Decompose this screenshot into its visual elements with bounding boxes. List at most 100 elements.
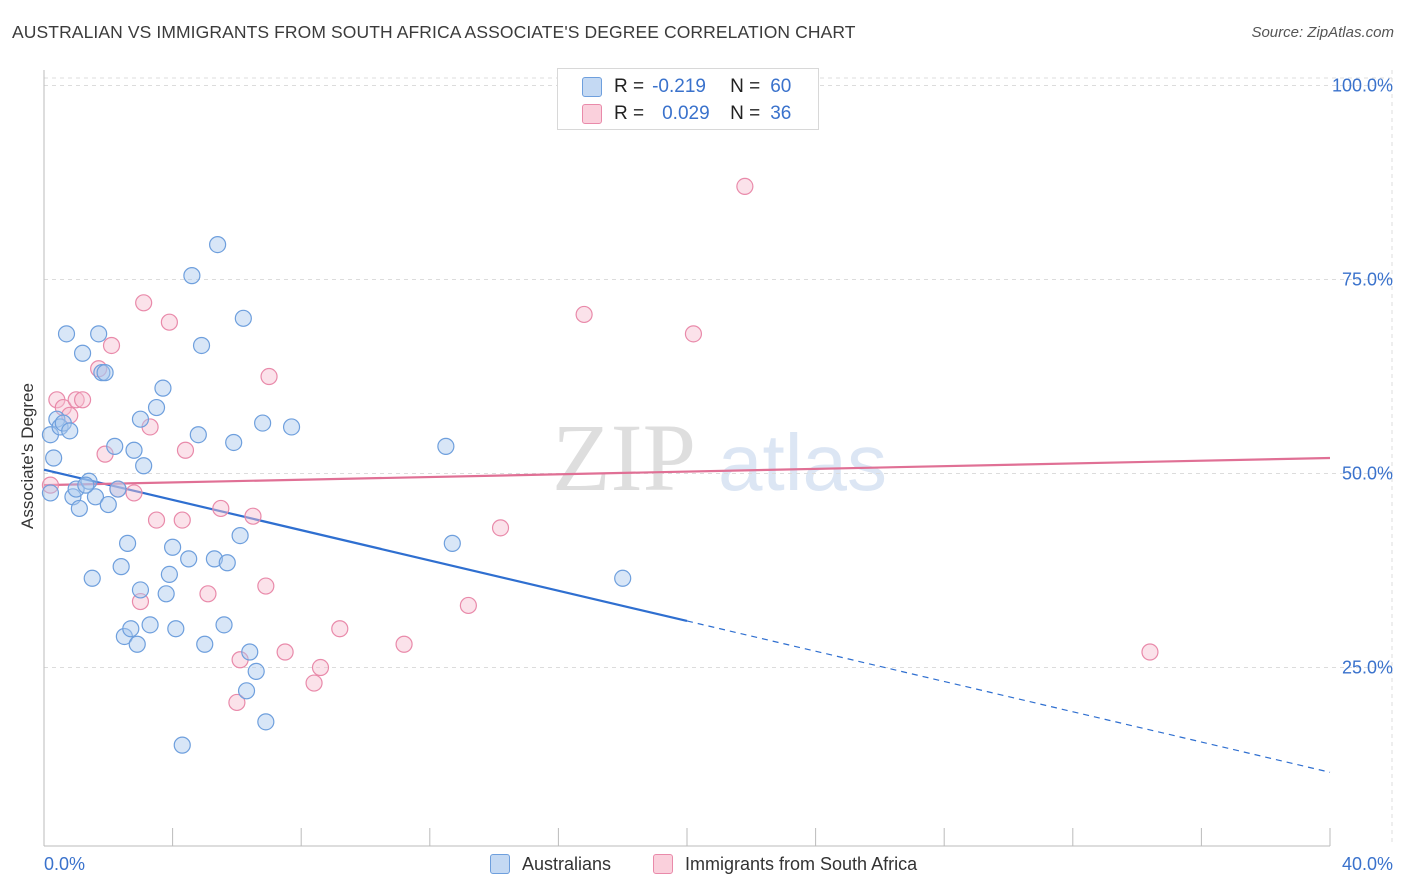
legend-r-label: R =: [614, 103, 645, 124]
data-point-australians: [164, 538, 182, 556]
data-point-australians: [218, 554, 236, 572]
data-point-australians: [70, 499, 88, 518]
legend-n-value: 60: [770, 76, 792, 97]
data-point-australians: [109, 480, 127, 498]
data-point-australians: [282, 418, 301, 436]
correlation-legend: R = -0.219 N = 60 R = 0.029 N = 36: [557, 68, 819, 130]
bottom-legend-swatch-blue: [490, 854, 510, 874]
data-point-australians: [154, 379, 172, 397]
data-point-immigrants: [131, 592, 150, 611]
x-tick-label: 0.0%: [44, 854, 85, 874]
data-point-australians: [131, 581, 150, 599]
data-point-australians: [215, 616, 233, 634]
data-point-immigrants: [244, 507, 262, 525]
data-point-australians: [86, 488, 105, 506]
legend-row-immigrants: R = 0.029 N = 36: [582, 102, 834, 126]
data-point-australians: [254, 414, 272, 432]
bottom-legend-label: Australians: [522, 853, 612, 874]
data-point-immigrants: [67, 391, 85, 409]
data-point-australians: [45, 449, 63, 467]
data-point-immigrants: [1141, 643, 1159, 661]
legend-row-australians: R = -0.219 N = 60: [582, 75, 834, 99]
data-point-australians: [192, 336, 211, 355]
data-point-immigrants: [176, 441, 195, 459]
data-point-australians: [209, 236, 227, 254]
trend-line-immigrants: [43, 456, 1331, 487]
data-point-australians: [147, 398, 166, 417]
y-axis-title: Associate's Degree: [18, 383, 37, 529]
data-point-immigrants: [736, 177, 754, 195]
data-point-australians: [41, 484, 60, 502]
data-point-australians: [237, 682, 256, 700]
data-point-australians: [443, 534, 461, 552]
data-point-australians: [183, 267, 201, 285]
data-point-immigrants: [459, 596, 477, 615]
data-point-australians: [106, 437, 124, 455]
data-point-australians: [90, 325, 108, 343]
chart-title: AUSTRALIAN VS IMMIGRANTS FROM SOUTH AFRI…: [12, 22, 856, 42]
data-point-immigrants: [102, 336, 121, 355]
trend-line-australians: [43, 468, 688, 623]
source-label: Source: ZipAtlas.com: [1251, 24, 1394, 41]
data-point-immigrants: [311, 658, 330, 677]
data-point-australians: [189, 426, 207, 444]
bottom-legend-australians: Australians: [490, 852, 611, 876]
data-point-australians: [112, 558, 130, 576]
data-point-australians: [61, 422, 79, 440]
data-point-australians: [160, 565, 178, 584]
data-point-australians: [234, 309, 252, 327]
data-point-australians: [180, 550, 198, 568]
data-point-australians: [83, 569, 101, 587]
data-point-australians: [131, 410, 150, 428]
data-point-australians: [99, 495, 117, 514]
data-point-australians: [225, 433, 243, 452]
data-point-immigrants: [173, 511, 191, 529]
data-point-immigrants: [395, 635, 413, 653]
watermark-atlas: atlas: [718, 418, 887, 507]
legend-r-label: R =: [614, 76, 645, 97]
watermark-zip: ZIP: [552, 404, 696, 511]
data-point-immigrants: [199, 585, 217, 603]
legend-swatch-blue: [582, 77, 602, 97]
bottom-legend-label: Immigrants from South Africa: [685, 853, 918, 874]
data-point-australians: [241, 643, 259, 661]
data-point-australians: [57, 325, 76, 343]
data-point-immigrants: [684, 325, 703, 343]
data-point-immigrants: [257, 577, 275, 595]
data-point-immigrants: [147, 511, 166, 529]
legend-swatch-pink: [582, 104, 602, 124]
data-point-australians: [135, 457, 153, 475]
y-tick-label: 25.0%: [1342, 658, 1393, 678]
data-point-australians: [167, 620, 185, 638]
y-tick-label: 75.0%: [1342, 270, 1393, 290]
trend-line-australians-extrapolated: [686, 620, 1331, 773]
data-point-australians: [196, 635, 214, 653]
data-point-immigrants: [160, 313, 178, 331]
data-point-australians: [437, 437, 455, 455]
legend-n-label: N =: [730, 103, 761, 124]
data-point-australians: [125, 441, 143, 459]
data-point-immigrants: [276, 643, 294, 661]
bottom-legend-swatch-pink: [653, 854, 673, 874]
data-point-immigrants: [135, 294, 153, 312]
bottom-legend-immigrants: Immigrants from South Africa: [653, 852, 917, 876]
data-point-immigrants: [228, 693, 246, 712]
data-point-immigrants: [575, 305, 593, 324]
data-point-australians: [77, 476, 95, 494]
y-tick-label: 100.0%: [1332, 76, 1393, 96]
y-tick-label: 50.0%: [1342, 464, 1393, 484]
data-point-australians: [247, 662, 265, 681]
data-point-australians: [157, 585, 175, 603]
data-point-immigrants: [125, 484, 143, 502]
x-tick-label: 40.0%: [1342, 854, 1393, 874]
data-point-australians: [118, 534, 137, 552]
data-point-australians: [128, 635, 146, 653]
data-point-australians: [614, 569, 632, 587]
data-point-australians: [205, 550, 223, 568]
data-point-australians: [257, 713, 275, 731]
data-point-australians: [141, 616, 159, 634]
data-point-immigrants: [73, 391, 92, 409]
data-point-australians: [231, 526, 249, 545]
data-point-immigrants: [491, 519, 510, 537]
